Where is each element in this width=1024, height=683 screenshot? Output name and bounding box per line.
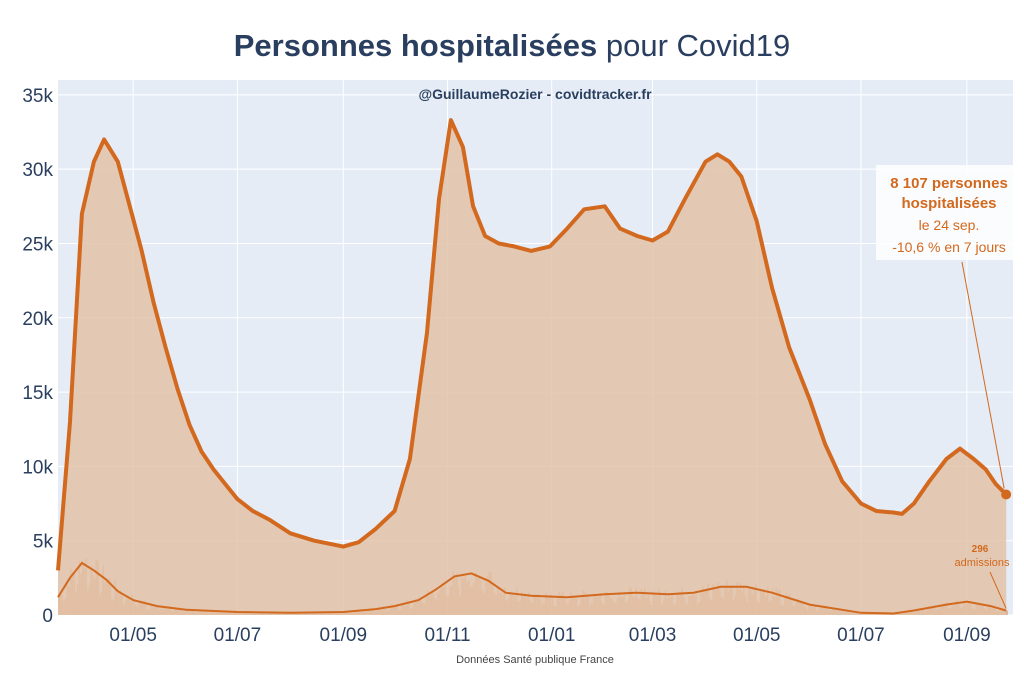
y-tick-label: 35k: [22, 86, 53, 107]
annotation-line4: -10,6 % en 7 jours: [892, 239, 1006, 255]
x-tick-label: 01/11: [424, 625, 470, 646]
y-tick-label: 15k: [22, 383, 53, 404]
chart-title: Personnes hospitalisées pour Covid19: [234, 28, 791, 63]
x-tick-label: 01/09: [943, 625, 991, 646]
annotation-box: [876, 165, 1022, 260]
annotation-arrow: [961, 261, 1005, 489]
annotation-line1: 8 107 personnes: [890, 175, 1008, 192]
y-tick-label: 20k: [22, 309, 53, 330]
chart-subtitle: @GuillaumeRozier - covidtracker.fr: [418, 86, 652, 102]
y-tick-label: 0: [42, 606, 53, 627]
admissions-bar: [1006, 610, 1008, 615]
x-tick-label: 01/03: [629, 625, 677, 646]
y-tick-label: 10k: [22, 457, 53, 478]
y-axis: 0 5k 10k 15k 20k 25k 30k 35k: [22, 86, 53, 627]
y-tick-label: 25k: [22, 234, 53, 255]
x-tick-label: 01/05: [109, 625, 157, 646]
y-tick-label: 5k: [33, 532, 54, 553]
admissions-line: [57, 561, 1007, 615]
admissions-annotation-value: 296: [972, 544, 989, 555]
x-axis: 01/05 01/07 01/09 01/11 01/01 01/03 01/05 01/07…: [109, 625, 990, 646]
x-tick-label: 01/07: [837, 625, 885, 646]
x-tick-label: 01/05: [733, 625, 781, 646]
source-label: Données Santé publique France: [456, 654, 614, 666]
chart-title-bold: Personnes hospitalisées: [234, 28, 598, 63]
hospitalisations-line: [56, 118, 1008, 571]
admissions-arrow: [989, 571, 1007, 609]
annotation-line2: hospitalisées: [901, 195, 996, 212]
hospitalisations-area: [58, 120, 1007, 615]
last-value-marker: [1001, 489, 1012, 500]
x-tick-label: 01/07: [214, 625, 262, 646]
y-tick-label: 30k: [22, 160, 53, 181]
x-tick-label: 01/09: [320, 625, 368, 646]
x-tick-label: 01/01: [528, 625, 576, 646]
chart-title-rest: pour Covid19: [597, 28, 790, 63]
annotation-line3: le 24 sep.: [919, 217, 980, 233]
admissions-annotation-label: admissions: [954, 557, 1010, 569]
